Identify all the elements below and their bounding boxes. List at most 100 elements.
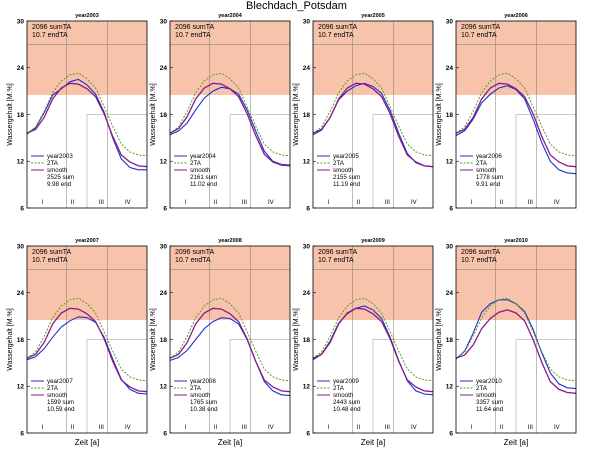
x-tick-label: III: [385, 425, 390, 431]
panel-title: year2007: [75, 238, 99, 244]
ref-text-1: 10.7 endTA: [318, 32, 354, 39]
y-tick-label: 12: [303, 384, 311, 391]
zone-band: [456, 246, 576, 321]
y-tick-label: 18: [303, 112, 311, 119]
zone-band: [313, 21, 433, 96]
y-tick-label: 24: [160, 290, 168, 297]
ref-text-1: 10.7 endTA: [461, 32, 497, 39]
legend-entry-4: 11.64 end: [476, 406, 504, 413]
x-tick-label: IV: [554, 425, 560, 431]
panel-title: year2005: [361, 13, 385, 19]
x-tick-label: I: [185, 200, 187, 206]
y-tick-label: 30: [160, 18, 168, 25]
legend-entry-1: 2TA: [476, 385, 488, 392]
x-tick-label: III: [385, 200, 390, 206]
y-tick-label: 6: [163, 205, 167, 212]
legend-entry-2: smooth: [47, 167, 68, 174]
legend-entry-1: 2TA: [47, 385, 59, 392]
legend-entry-0: year2010: [476, 378, 502, 385]
y-tick-label: 30: [446, 18, 454, 25]
legend-entry-2: smooth: [47, 392, 68, 399]
x-tick-label: I: [471, 200, 473, 206]
legend-entry-1: 2TA: [333, 385, 345, 392]
ref-text-0: 2096 sumTA: [32, 24, 71, 31]
x-tick-label: II: [71, 425, 75, 431]
y-tick-label: 30: [303, 243, 311, 250]
y-tick-label: 12: [17, 159, 25, 166]
series-line-0: [26, 316, 148, 395]
series-line-1: [169, 297, 291, 382]
y-tick-label: 6: [20, 430, 24, 437]
series-line-2: [455, 82, 577, 168]
legend-entry-0: year2009: [333, 378, 359, 385]
y-tick-label: 30: [446, 243, 454, 250]
x-tick-label: II: [71, 200, 75, 206]
zone-band: [27, 21, 147, 96]
x-tick-label: IV: [125, 200, 131, 206]
x-axis-label: Zeit [a]: [504, 438, 528, 447]
y-tick-label: 6: [163, 430, 167, 437]
x-tick-label: IV: [411, 425, 417, 431]
legend-entry-0: year2003: [47, 153, 73, 160]
legend-entry-0: year2004: [190, 153, 216, 160]
x-tick-label: II: [500, 200, 504, 206]
x-tick-label: III: [99, 425, 104, 431]
legend-entry-4: 10.38 end: [190, 406, 218, 413]
legend-entry-0: year2006: [476, 153, 502, 160]
y-tick-label: 30: [160, 243, 168, 250]
x-tick-label: IV: [411, 200, 417, 206]
series-line-1: [26, 72, 148, 157]
y-tick-label: 24: [17, 65, 25, 72]
y-tick-label: 6: [20, 205, 24, 212]
y-tick-label: 6: [449, 430, 453, 437]
y-tick-label: 18: [160, 112, 168, 119]
zone-band: [170, 246, 290, 321]
x-tick-label: III: [528, 200, 533, 206]
y-tick-label: 6: [306, 430, 310, 437]
series-line-2: [169, 307, 291, 393]
y-tick-label: 6: [306, 205, 310, 212]
ref-text-0: 2096 sumTA: [175, 249, 214, 256]
legend-entry-2: smooth: [476, 392, 497, 399]
y-tick-label: 24: [303, 290, 311, 297]
legend-entry-4: 11.19 end: [333, 181, 361, 188]
panel-title: year2006: [504, 13, 528, 19]
x-tick-label: III: [99, 200, 104, 206]
x-tick-label: IV: [125, 425, 131, 431]
x-tick-label: II: [357, 200, 361, 206]
legend-entry-3: 2443 sum: [333, 399, 360, 406]
legend-entry-2: smooth: [333, 167, 354, 174]
ref-text-1: 10.7 endTA: [175, 32, 211, 39]
y-tick-label: 24: [17, 290, 25, 297]
y-axis-label: Wassergehalt [M.%]: [436, 83, 443, 145]
y-tick-label: 12: [160, 384, 168, 391]
y-tick-label: 30: [17, 18, 25, 25]
legend-entry-1: 2TA: [47, 160, 59, 167]
x-axis-label: Zeit [a]: [218, 438, 242, 447]
ref-text-0: 2096 sumTA: [318, 249, 357, 256]
series-line-2: [26, 307, 148, 393]
legend-entry-3: 2525 sum: [47, 174, 74, 181]
legend-entry-0: year2005: [333, 153, 359, 160]
legend-entry-3: 2155 sum: [333, 174, 360, 181]
y-axis-label: Wassergehalt [M.%]: [150, 308, 157, 370]
legend-entry-4: 9.91 end: [476, 181, 501, 188]
legend-entry-0: year2008: [190, 378, 216, 385]
series-line-1: [312, 297, 434, 382]
x-tick-label: I: [328, 200, 330, 206]
x-tick-label: IV: [268, 425, 274, 431]
ref-text-0: 2096 sumTA: [175, 24, 214, 31]
y-tick-label: 18: [17, 112, 25, 119]
x-tick-label: III: [242, 200, 247, 206]
legend-entry-4: 11.02 end: [190, 181, 218, 188]
series-line-1: [455, 297, 577, 382]
y-tick-label: 18: [17, 337, 25, 344]
legend-entry-2: smooth: [190, 392, 211, 399]
legend-entry-2: smooth: [190, 167, 211, 174]
legend-entry-1: 2TA: [190, 385, 202, 392]
